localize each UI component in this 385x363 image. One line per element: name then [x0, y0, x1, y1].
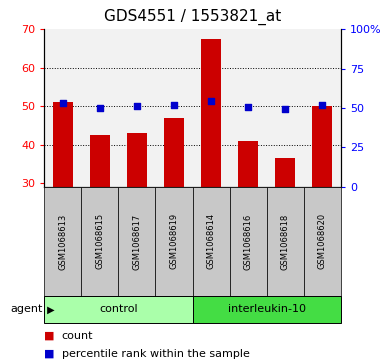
Bar	[267, 187, 304, 296]
Text: control: control	[99, 305, 138, 314]
Bar	[304, 187, 341, 296]
Point	[208, 98, 214, 104]
Text: ■: ■	[44, 349, 55, 359]
Text: ■: ■	[44, 331, 55, 341]
Bar	[53, 102, 73, 187]
Bar	[119, 187, 156, 296]
Bar	[238, 141, 258, 187]
Bar	[192, 296, 341, 323]
Text: agent: agent	[10, 305, 42, 314]
Text: GDS4551 / 1553821_at: GDS4551 / 1553821_at	[104, 9, 281, 25]
Text: interleukin-10: interleukin-10	[228, 305, 306, 314]
Bar	[275, 158, 295, 187]
Bar	[164, 118, 184, 187]
Point	[282, 106, 288, 112]
Text: percentile rank within the sample: percentile rank within the sample	[62, 349, 249, 359]
Bar	[201, 39, 221, 187]
Text: GSM1068617: GSM1068617	[132, 213, 141, 269]
Point	[60, 100, 66, 106]
Text: GSM1068619: GSM1068619	[169, 213, 179, 269]
Bar	[229, 187, 266, 296]
Text: GSM1068616: GSM1068616	[244, 213, 253, 269]
Point	[245, 104, 251, 110]
Bar	[312, 106, 332, 187]
Text: GSM1068618: GSM1068618	[281, 213, 290, 269]
Text: GSM1068613: GSM1068613	[58, 213, 67, 269]
Bar	[44, 296, 192, 323]
Text: GSM1068614: GSM1068614	[206, 213, 216, 269]
Bar	[192, 187, 229, 296]
Point	[171, 102, 177, 108]
Bar	[81, 187, 119, 296]
Text: count: count	[62, 331, 93, 341]
Bar	[44, 187, 81, 296]
Point	[97, 105, 103, 111]
Bar	[127, 133, 147, 187]
Point	[319, 102, 325, 108]
Text: GSM1068615: GSM1068615	[95, 213, 104, 269]
Bar	[156, 187, 192, 296]
Text: ▶: ▶	[44, 305, 55, 314]
Text: GSM1068620: GSM1068620	[318, 213, 327, 269]
Bar	[90, 135, 110, 187]
Point	[134, 103, 140, 109]
